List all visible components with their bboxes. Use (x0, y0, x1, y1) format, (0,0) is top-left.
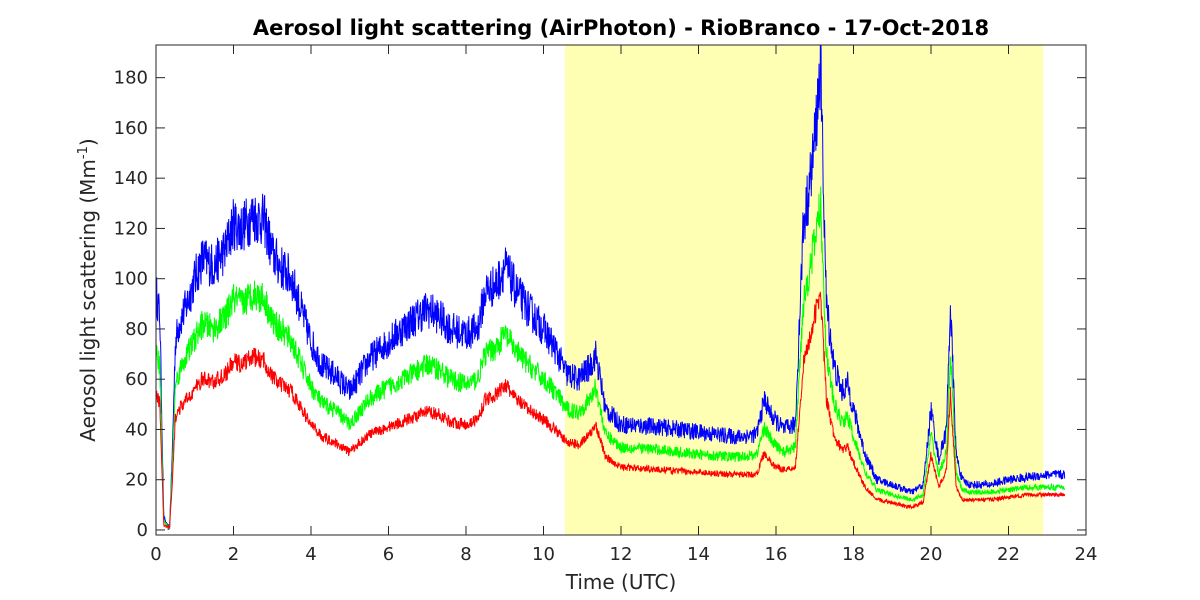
x-tick-label: 16 (765, 544, 788, 565)
y-axis-label-main: Aerosol light scattering (Mm (76, 159, 100, 442)
y-tick-label: 100 (114, 269, 148, 290)
y-axis-label-sup: -1 (76, 146, 91, 159)
y-axis-label-end: ) (76, 138, 100, 146)
y-tick-label: 120 (114, 218, 148, 239)
x-tick-label: 4 (305, 544, 316, 565)
x-tick-label: 14 (687, 544, 710, 565)
x-axis-label: Time (UTC) (565, 570, 677, 594)
series-layer (156, 45, 1066, 531)
series-line-1 (156, 186, 1066, 530)
y-axis: 0 20 40 60 80 100 120 140 160 180 (114, 68, 1086, 541)
series-line-0 (156, 45, 1066, 531)
y-tick-label: 80 (125, 319, 148, 340)
x-tick-label: 6 (383, 544, 394, 565)
x-tick-label: 18 (842, 544, 865, 565)
x-tick-label: 12 (610, 544, 633, 565)
y-tick-label: 40 (125, 419, 148, 440)
y-axis-label: Aerosol light scattering (Mm-1) (76, 138, 100, 441)
y-tick-label: 20 (125, 470, 148, 491)
x-tick-label: 8 (460, 544, 471, 565)
y-tick-label: 180 (114, 68, 148, 89)
y-tick-label: 160 (114, 118, 148, 139)
series-line-2 (156, 291, 1066, 530)
x-tick-label: 2 (228, 544, 239, 565)
x-tick-label: 24 (1075, 544, 1098, 565)
x-axis: 0 2 4 6 8 10 12 14 16 18 20 22 24 (150, 45, 1097, 565)
x-tick-label: 22 (997, 544, 1020, 565)
y-tick-label: 60 (125, 369, 148, 390)
x-tick-label: 0 (150, 544, 161, 565)
chart-title: Aerosol light scattering (AirPhoton) - R… (253, 16, 989, 40)
x-tick-label: 10 (532, 544, 555, 565)
y-tick-label: 140 (114, 168, 148, 189)
y-tick-label: 0 (137, 520, 148, 541)
x-tick-label: 20 (920, 544, 943, 565)
